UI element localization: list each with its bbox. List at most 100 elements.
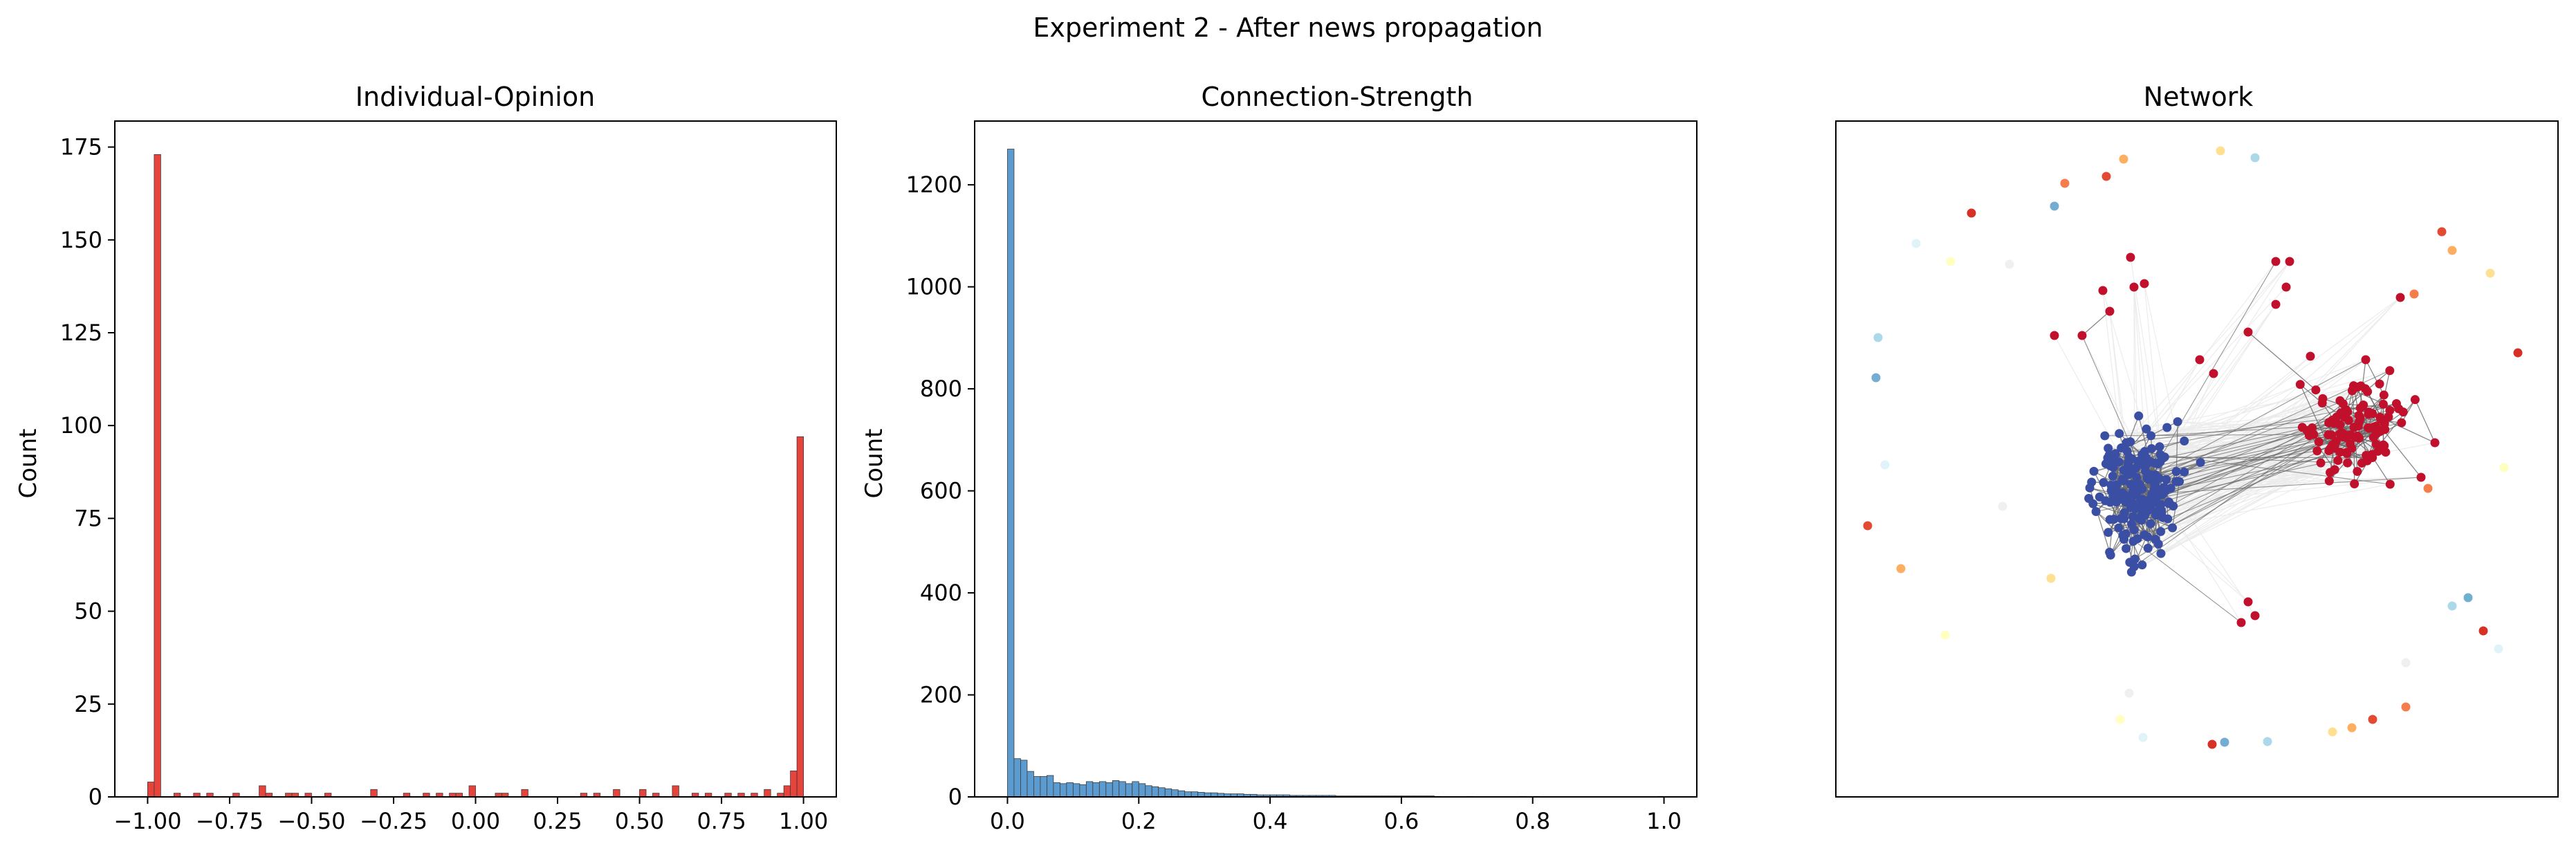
opinion-x-tick-label: −0.75 bbox=[196, 808, 264, 834]
network-node bbox=[2330, 416, 2339, 426]
isolated-node bbox=[1946, 257, 1956, 266]
isolated-node bbox=[2005, 259, 2014, 269]
isolated-node bbox=[2499, 463, 2509, 472]
isolated-node bbox=[2115, 715, 2125, 724]
isolated-node bbox=[1940, 630, 1950, 640]
isolated-node bbox=[1967, 208, 1976, 218]
isolated-node bbox=[2250, 153, 2260, 163]
strength-y-tick-label: 600 bbox=[920, 478, 962, 504]
network-node bbox=[2132, 472, 2142, 482]
network-node bbox=[2130, 554, 2140, 564]
network-node bbox=[2236, 618, 2246, 627]
network-node bbox=[2137, 560, 2147, 570]
strength-ticks: 0.0 0.2 0.4 0.6 0.8 1.0 0 200 400 600 800 1000 1200 bbox=[906, 172, 1682, 834]
network-node bbox=[2373, 425, 2383, 435]
network-node bbox=[2126, 252, 2135, 262]
opinion-bar bbox=[783, 785, 791, 798]
strength-bar bbox=[1158, 787, 1166, 798]
network-node bbox=[2124, 461, 2133, 470]
faint-edge bbox=[2133, 286, 2152, 449]
opinion-bar bbox=[259, 785, 266, 798]
strength-bar bbox=[1085, 781, 1094, 798]
opinion-y-tick-label: 0 bbox=[89, 784, 102, 810]
opinion-chart-title: Individual-Opinion bbox=[356, 82, 595, 112]
strength-bar bbox=[1053, 782, 1060, 798]
opinion-bar bbox=[147, 782, 155, 798]
opinion-y-tick-label: 175 bbox=[60, 134, 102, 160]
strength-bar bbox=[1007, 149, 1015, 798]
network-edge bbox=[2247, 331, 2317, 391]
network-node bbox=[2100, 431, 2110, 441]
opinion-y-axis-label: Count bbox=[15, 429, 42, 499]
strength-bar bbox=[1151, 786, 1159, 798]
network-node bbox=[2271, 300, 2281, 309]
strength-chart-title: Connection-Strength bbox=[1201, 82, 1473, 112]
strength-bar bbox=[1079, 784, 1087, 798]
network-node bbox=[2175, 477, 2184, 486]
network-node bbox=[2343, 458, 2353, 468]
network-node bbox=[2091, 506, 2101, 516]
opinion-x-tick-label: 0.25 bbox=[533, 808, 582, 834]
strength-bar bbox=[1145, 785, 1152, 798]
network-edge bbox=[2081, 335, 2164, 518]
network-node bbox=[2335, 396, 2345, 405]
network-node bbox=[2105, 547, 2115, 557]
strength-bar bbox=[1171, 789, 1179, 798]
opinion-axes-frame bbox=[114, 120, 837, 798]
network-node bbox=[2050, 331, 2059, 340]
network-node bbox=[2129, 562, 2139, 571]
network-node bbox=[2119, 476, 2128, 486]
faint-edge bbox=[2127, 359, 2366, 452]
isolated-node bbox=[2423, 484, 2433, 493]
network-edge bbox=[2126, 428, 2147, 452]
isolated-node bbox=[2494, 644, 2503, 654]
network-node bbox=[2416, 472, 2426, 482]
isolated-node bbox=[1873, 333, 1883, 342]
network-node bbox=[2385, 366, 2395, 376]
strength-x-tick-label: 0.4 bbox=[1253, 808, 1288, 834]
network-node bbox=[2295, 380, 2305, 389]
network-node bbox=[2309, 430, 2319, 439]
opinion-x-tick-label: 1.00 bbox=[779, 808, 828, 834]
network-node bbox=[2173, 417, 2182, 427]
network-node bbox=[2385, 479, 2395, 489]
network-node bbox=[2329, 443, 2339, 453]
opinion-x-tick-label: −0.25 bbox=[360, 808, 427, 834]
isolated-node bbox=[1871, 373, 1881, 383]
network-edge bbox=[2171, 441, 2337, 489]
isolated-node bbox=[2207, 739, 2217, 749]
network-node bbox=[2395, 293, 2405, 302]
network-node bbox=[2146, 431, 2156, 441]
opinion-y-tick-label: 125 bbox=[60, 320, 102, 346]
opinion-bar bbox=[521, 789, 528, 798]
strength-bar bbox=[1072, 783, 1080, 798]
strength-x-tick-label: 1.0 bbox=[1646, 808, 1682, 834]
isolated-node bbox=[2060, 178, 2070, 188]
opinion-bar bbox=[468, 785, 476, 798]
network-node bbox=[2378, 399, 2388, 409]
opinion-x-tick-label: −0.50 bbox=[277, 808, 345, 834]
network-node bbox=[2243, 597, 2253, 607]
strength-bar bbox=[1112, 780, 1120, 798]
network-chart-title: Network bbox=[2144, 82, 2254, 112]
network-node bbox=[2333, 456, 2343, 466]
network-node bbox=[2162, 423, 2172, 432]
faint-edge bbox=[2142, 452, 2347, 566]
isolated-node bbox=[2437, 227, 2447, 237]
network-nodes bbox=[1863, 146, 2523, 749]
strength-bar bbox=[1125, 783, 1133, 798]
network-node bbox=[2108, 471, 2117, 481]
network-node bbox=[2112, 497, 2122, 507]
strength-y-tick-label: 1200 bbox=[906, 172, 962, 198]
network-node bbox=[2373, 446, 2383, 456]
opinion-bar bbox=[790, 771, 798, 798]
network-node bbox=[2146, 519, 2155, 528]
isolated-node bbox=[2216, 146, 2225, 156]
network-node bbox=[2285, 257, 2294, 266]
isolated-node bbox=[2485, 268, 2495, 278]
network-node bbox=[2281, 282, 2291, 292]
strength-bar bbox=[1066, 782, 1074, 798]
isolated-node bbox=[2368, 715, 2377, 724]
strength-bar bbox=[1164, 788, 1172, 798]
